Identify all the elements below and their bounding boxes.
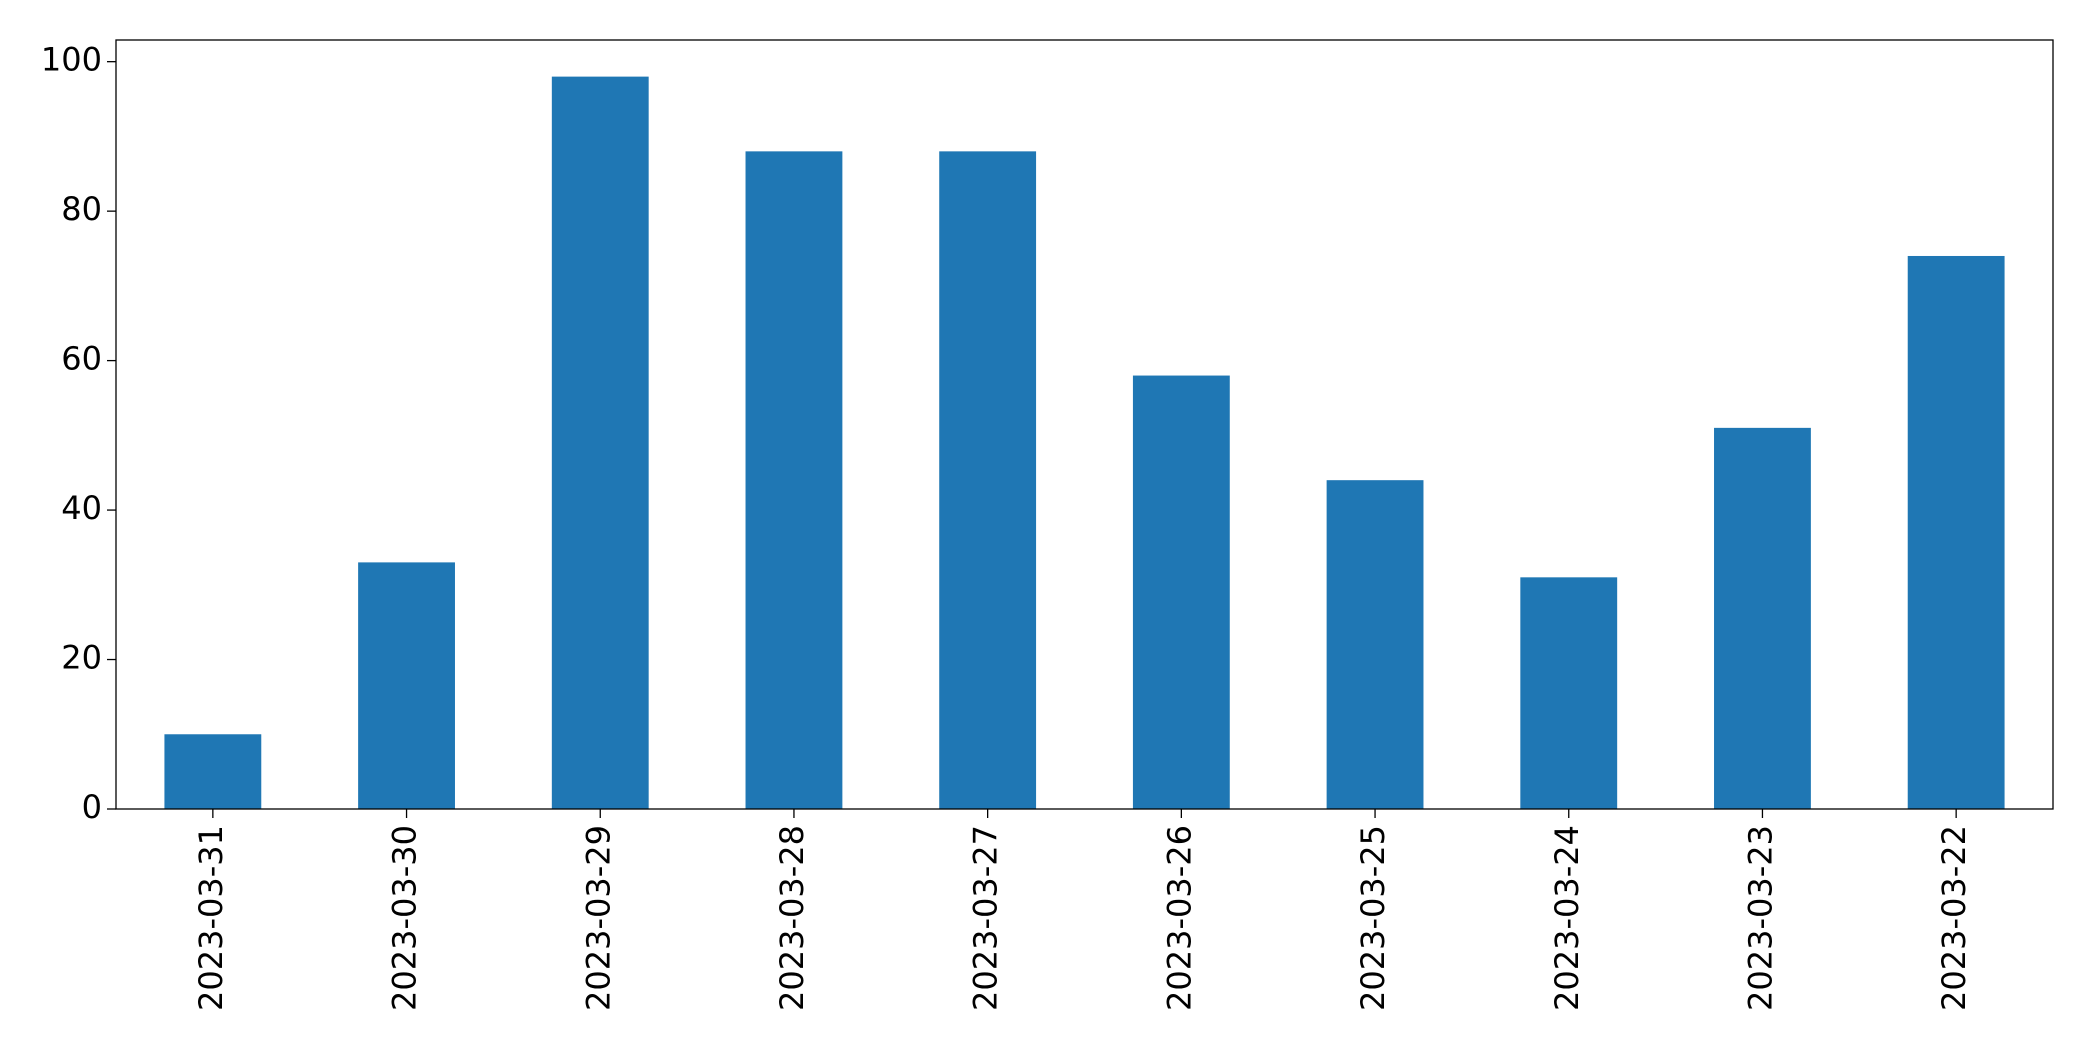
x-tick-label: 2023-03-29 xyxy=(579,825,617,1011)
x-tick-label: 2023-03-27 xyxy=(967,825,1005,1011)
y-tick-label: 60 xyxy=(61,340,102,378)
bar xyxy=(164,734,262,809)
bar xyxy=(1714,427,1811,809)
y-tick-label: 100 xyxy=(41,41,102,79)
bar xyxy=(1520,577,1618,809)
x-tick-label: 2023-03-22 xyxy=(1935,825,1973,1011)
x-tick-label: 2023-03-28 xyxy=(773,825,811,1011)
x-tick-label: 2023-03-23 xyxy=(1741,825,1779,1011)
x-tick-label: 2023-03-26 xyxy=(1160,825,1198,1011)
bar xyxy=(551,76,649,810)
bar xyxy=(1907,255,2005,809)
x-tick-label: 2023-03-24 xyxy=(1548,825,1586,1011)
x-tick-label: 2023-03-25 xyxy=(1354,825,1392,1011)
plot-frame xyxy=(115,39,2054,810)
y-tick-label: 80 xyxy=(61,190,102,228)
x-tick-label: 2023-03-31 xyxy=(192,825,230,1011)
bar xyxy=(358,562,455,809)
y-tick-label: 40 xyxy=(61,489,102,527)
bar xyxy=(1326,480,1424,809)
y-tick-label: 20 xyxy=(61,639,102,677)
x-tick-label: 2023-03-30 xyxy=(386,825,424,1011)
y-tick-label: 0 xyxy=(82,788,102,826)
bar xyxy=(939,151,1037,809)
bar xyxy=(1132,375,1230,809)
bar xyxy=(745,151,843,809)
